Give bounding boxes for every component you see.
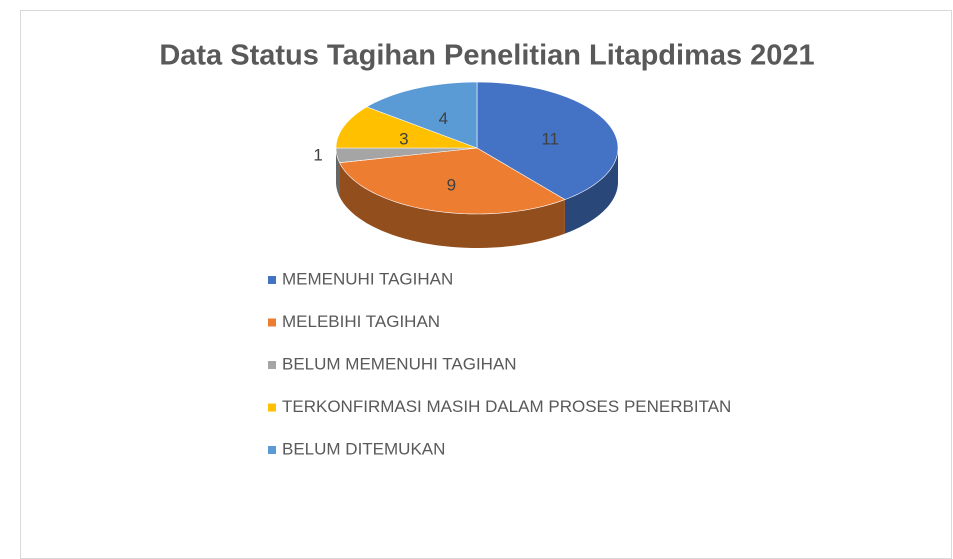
legend-label: BELUM DITEMUKAN	[282, 439, 445, 458]
legend-label: TERKONFIRMASI MASIH DALAM PROSES PENERBI…	[282, 397, 731, 416]
pie-slice	[339, 147, 566, 248]
legend-swatch	[268, 318, 276, 327]
data-label: 9	[447, 176, 456, 195]
data-label: 11	[541, 129, 559, 148]
slice-top	[335, 147, 478, 164]
chart-title: Data Status Tagihan Penelitian Litapdima…	[159, 40, 814, 72]
legend-label: MEMENUHI TAGIHAN	[282, 269, 453, 288]
legend-label: BELUM MEMENUHI TAGIHAN	[282, 354, 517, 373]
pie-slice	[335, 106, 478, 149]
pie-slice	[476, 81, 619, 234]
slice-top	[335, 106, 478, 149]
legend-swatch	[268, 446, 276, 454]
slice-top	[476, 81, 619, 200]
data-label: 3	[399, 129, 408, 148]
pie-slice	[366, 81, 478, 149]
slice-side	[336, 148, 340, 197]
data-label: 4	[439, 109, 448, 128]
slice-top	[339, 147, 566, 215]
slice-top	[366, 81, 478, 149]
pie-slice	[335, 147, 478, 197]
slice-side	[339, 162, 565, 248]
slice-side	[564, 148, 618, 234]
legend-swatch	[268, 276, 276, 284]
data-label: 1	[313, 146, 322, 165]
legend-swatch	[268, 403, 276, 412]
legend-label: MELEBIHI TAGIHAN	[282, 312, 440, 331]
legend-swatch	[268, 361, 276, 369]
